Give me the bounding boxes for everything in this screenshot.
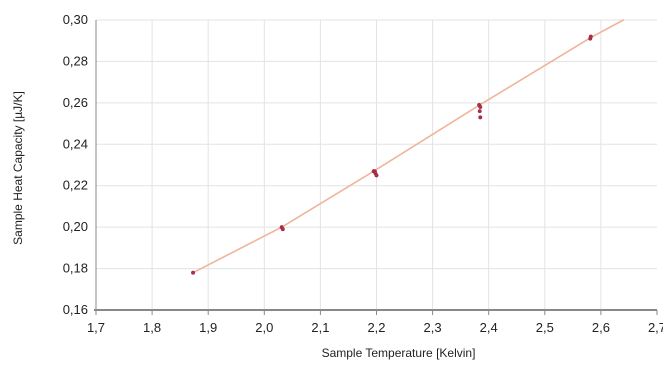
axes — [94, 20, 658, 315]
y-tick-label: 0,28 — [63, 53, 88, 68]
x-tick-label: 2,1 — [311, 320, 329, 335]
y-tick-label: 0,16 — [63, 302, 88, 317]
x-axis-title: Sample Temperature [Kelvin] — [322, 346, 476, 360]
x-tick-label: 2,0 — [255, 320, 273, 335]
data-point — [191, 270, 196, 275]
x-tick-label: 1,7 — [87, 320, 105, 335]
fit-line-layer — [192, 19, 625, 274]
x-tick-label: 2,5 — [536, 320, 554, 335]
y-tick-label: 0,24 — [63, 136, 88, 151]
x-tick-label: 2,2 — [367, 320, 385, 335]
x-tick-label: 1,8 — [143, 320, 161, 335]
x-tick-label: 1,9 — [199, 320, 217, 335]
data-point — [374, 173, 379, 178]
x-tick-label: 2,6 — [592, 320, 610, 335]
tick-labels: 1,7 1,8 1,9 2,0 2,1 2,2 2,3 2,4 2,5 2,6 2,7 0,16 0,1… — [63, 12, 663, 335]
data-point — [588, 34, 593, 39]
x-tick-label: 2,7 — [648, 320, 663, 335]
y-tick-label: 0,18 — [63, 261, 88, 276]
grid — [96, 19, 657, 310]
y-tick-label: 0,30 — [63, 12, 88, 27]
x-tick-label: 2,3 — [424, 320, 442, 335]
y-tick-label: 0,26 — [63, 95, 88, 110]
data-point — [478, 115, 483, 120]
data-points-layer — [191, 34, 593, 275]
y-axis-title: Sample Heat Capacity [µJ/K] — [11, 91, 25, 245]
y-tick-label: 0,20 — [63, 219, 88, 234]
data-point — [477, 109, 482, 114]
data-point — [478, 104, 483, 109]
x-tick-label: 2,4 — [480, 320, 498, 335]
data-point — [280, 227, 285, 232]
y-tick-label: 0,22 — [63, 178, 88, 193]
fit-line — [192, 19, 625, 274]
